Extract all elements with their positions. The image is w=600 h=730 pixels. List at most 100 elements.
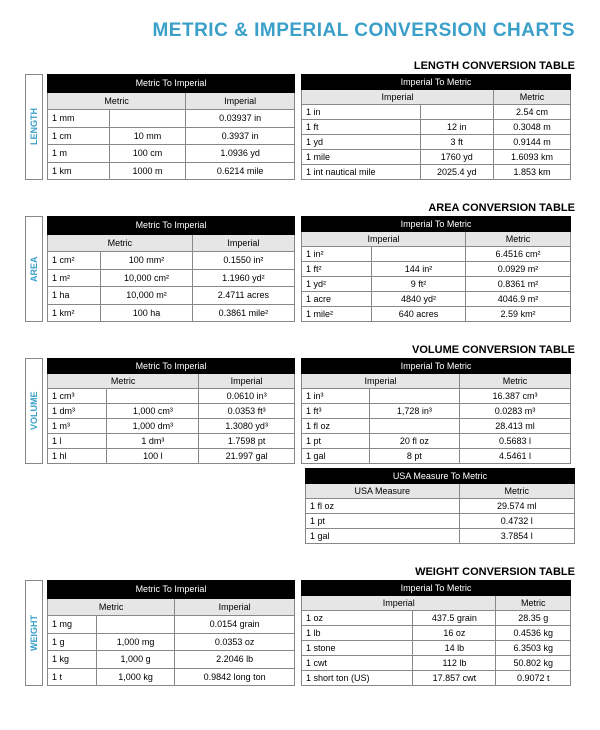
table-row: 1 ha10,000 m²2.4711 acres: [48, 287, 295, 305]
table-cell: 1 cm: [48, 127, 110, 145]
table-cell: 1760 yd: [420, 150, 493, 165]
table-row: 1 cm³ 0.0610 in³: [48, 389, 295, 404]
table-cell: 1 cm³: [48, 389, 107, 404]
table-row: 1 stone14 lb6.3503 kg: [302, 641, 571, 656]
imperial-to-metric-table: Imperial To MetricImperialMetric1 in³16.…: [301, 358, 571, 464]
section-side-label: VOLUME: [25, 358, 43, 464]
column-header: Imperial: [302, 374, 460, 389]
table-cell: 1,000 kg: [96, 668, 174, 686]
table-row: 1 yd²9 ft²0.8361 m²: [302, 277, 571, 292]
table-cell: 144 in²: [371, 262, 465, 277]
table-cell: 28.413 ml: [460, 419, 571, 434]
table-cell: 1 fl oz: [306, 499, 460, 514]
table-cell: 1,000 mg: [96, 633, 174, 651]
table-cell: 1 yd: [302, 135, 421, 150]
imperial-to-metric-table: Imperial To MetricImperialMetric1 oz437.…: [301, 580, 571, 686]
table-cell: 4.5461 l: [460, 449, 571, 464]
table-cell: 0.0929 m²: [466, 262, 571, 277]
table-row: 1 gal8 pt4.5461 l: [302, 449, 571, 464]
table-row: 1 km²100 ha0.3861 mile²: [48, 304, 295, 322]
table-cell: 0.9842 long ton: [175, 668, 295, 686]
table-cell: [107, 389, 199, 404]
column-header: Imperial: [186, 92, 295, 110]
column-header: Imperial: [302, 596, 496, 611]
table-cell: 1,000 dm³: [107, 419, 199, 434]
table-cell: 1 ft²: [302, 262, 372, 277]
table-cell: 1 kg: [48, 651, 97, 669]
column-header: Metric: [493, 90, 570, 105]
table-row: 1 t1,000 kg0.9842 long ton: [48, 668, 295, 686]
sections-container: LENGTH CONVERSION TABLELENGTHMetric To I…: [25, 60, 575, 686]
table-cell: 0.3861 mile²: [192, 304, 294, 322]
table-cell: 1 acre: [302, 292, 372, 307]
table-group-header: Metric To Imperial: [48, 359, 295, 374]
table-cell: 1 gal: [306, 529, 460, 544]
metric-to-imperial-table: Metric To ImperialMetricImperial1 cm²100…: [47, 216, 295, 322]
table-cell: 12 in: [420, 120, 493, 135]
section-title: WEIGHT CONVERSION TABLE: [25, 566, 575, 578]
table-group-header: Imperial To Metric: [302, 75, 571, 90]
table-cell: 0.0610 in³: [199, 389, 295, 404]
table-cell: 1 km²: [48, 304, 101, 322]
table-row: 1 mile1760 yd1.6093 km: [302, 150, 571, 165]
column-header: USA Measure: [306, 484, 460, 499]
section-weight: WEIGHT CONVERSION TABLEWEIGHTMetric To I…: [25, 566, 575, 686]
table-cell: 0.5683 l: [460, 434, 571, 449]
table-cell: 1 mm: [48, 110, 110, 128]
table-cell: 100 mm²: [101, 252, 192, 270]
table-row: 1 l1 dm³1.7598 pt: [48, 434, 295, 449]
column-header: Imperial: [302, 232, 466, 247]
section-side-label: WEIGHT: [25, 580, 43, 686]
table-cell: 1 short ton (US): [302, 671, 413, 686]
table-cell: 20 fl oz: [369, 434, 459, 449]
table-cell: 0.0353 oz: [175, 633, 295, 651]
table-cell: 1 fl oz: [302, 419, 370, 434]
section-side-label: LENGTH: [25, 74, 43, 180]
imperial-to-metric-table: Imperial To MetricImperialMetric1 in²6.4…: [301, 216, 571, 322]
column-header: Metric: [466, 232, 571, 247]
imperial-to-metric-table: Imperial To MetricImperialMetric1 in2.54…: [301, 74, 571, 180]
table-group-header: Imperial To Metric: [302, 581, 571, 596]
table-cell: 0.1550 in²: [192, 252, 294, 270]
table-cell: 1.3080 yd³: [199, 419, 295, 434]
table-cell: 0.3937 in: [186, 127, 295, 145]
column-header: Metric: [48, 598, 175, 616]
table-row: 1 lb16 oz0.4536 kg: [302, 626, 571, 641]
table-row: 1 pt0.4732 l: [306, 514, 575, 529]
table-row: 1 mm0.03937 in: [48, 110, 295, 128]
table-cell: 1,000 g: [96, 651, 174, 669]
table-cell: 1 mg: [48, 616, 97, 634]
table-group-header: Metric To Imperial: [48, 75, 295, 93]
section-title: VOLUME CONVERSION TABLE: [25, 344, 575, 356]
table-cell: 1 cwt: [302, 656, 413, 671]
table-row: 1 kg1,000 g2.2046 lb: [48, 651, 295, 669]
table-row: 1 dm³1,000 cm³0.0353 ft³: [48, 404, 295, 419]
table-cell: 1 in³: [302, 389, 370, 404]
table-cell: 1 km: [48, 162, 110, 180]
table-cell: 1 dm³: [107, 434, 199, 449]
table-cell: [420, 105, 493, 120]
section-body: LENGTHMetric To ImperialMetricImperial1 …: [25, 74, 575, 180]
table-cell: [371, 247, 465, 262]
table-cell: 100 cm: [109, 145, 185, 163]
usa-measure-table: USA Measure To MetricUSA MeasureMetric1 …: [305, 468, 575, 544]
table-row: 1 cwt112 lb50.802 kg: [302, 656, 571, 671]
table-cell: 21.997 gal: [199, 449, 295, 464]
table-cell: 1 l: [48, 434, 107, 449]
table-cell: 1 pt: [302, 434, 370, 449]
table-row: 1 m100 cm1.0936 yd: [48, 145, 295, 163]
table-cell: 16 oz: [413, 626, 496, 641]
table-cell: 1 lb: [302, 626, 413, 641]
table-cell: 1 m²: [48, 269, 101, 287]
table-cell: 112 lb: [413, 656, 496, 671]
table-cell: 0.0283 m³: [460, 404, 571, 419]
table-cell: 29.574 ml: [459, 499, 574, 514]
table-cell: 437.5 grain: [413, 611, 496, 626]
table-cell: 9 ft²: [371, 277, 465, 292]
table-cell: 50.802 kg: [496, 656, 571, 671]
tables-row: Metric To Imperial Metric Imperial1 mm0.03…: [47, 74, 575, 180]
table-cell: [109, 110, 185, 128]
column-header: Metric: [459, 484, 574, 499]
table-cell: 1 oz: [302, 611, 413, 626]
table-group-header: Imperial To Metric: [302, 217, 571, 232]
